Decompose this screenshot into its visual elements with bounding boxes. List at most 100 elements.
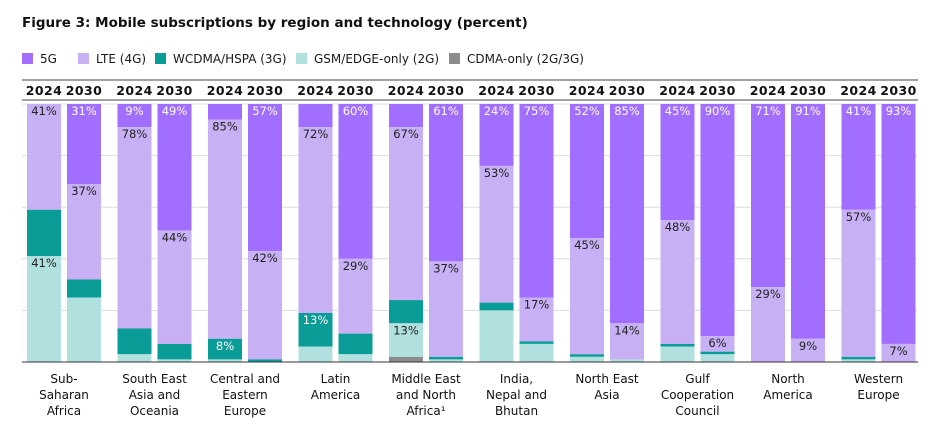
data-label: 49%: [162, 104, 188, 118]
legend-swatch: [449, 53, 460, 64]
bar-segment-gsm-edge-only-2g: [429, 359, 463, 362]
category-label-line: Council: [675, 404, 719, 418]
bar-segment-wcdma-hspa-3g: [117, 328, 152, 355]
bar-sub-saharan-africa-2024: 41% 41%: [27, 104, 61, 362]
bar-segment-lte-4g: [338, 258, 373, 334]
legend-swatch: [296, 53, 307, 64]
year-label-2024: 2024: [569, 83, 605, 98]
data-label: 75%: [524, 104, 550, 118]
year-label-2030: 2030: [156, 83, 192, 98]
bar-segment-lte-4g: [700, 336, 735, 352]
bar-segment-wcdma-hspa-3g: [27, 209, 61, 257]
category-latin-america: 72% 13% 60% 29%: [298, 104, 373, 362]
legend-label: LTE (4G): [96, 52, 146, 66]
bar-segment-lte-4g: [610, 323, 644, 360]
category-label-line: Asia: [594, 388, 619, 402]
category-label-north-east-asia: North East Asia: [575, 372, 639, 402]
category-central-and-eastern-europe: 85% 8% 57% 42%: [208, 104, 282, 362]
legend-label: CDMA-only (2G/3G): [467, 52, 584, 66]
data-label: 67%: [393, 127, 419, 141]
bar-segment-lte-4g: [519, 297, 554, 342]
category-label-line: America: [763, 388, 813, 402]
bar-segment-gsm-edge-only-2g: [479, 310, 514, 362]
bar-segment-5g: [208, 104, 242, 120]
category-label-line: Latin: [321, 372, 351, 386]
chart-bars: 41% 41% 31% 37% 9% 78% 49% 44% 85% 8% 57% 42% 72% 13%…: [27, 104, 916, 362]
bar-segment-5g: [67, 104, 101, 184]
data-label: 7%: [889, 344, 907, 358]
legend-item-gsm-edge-only-2g: GSM/EDGE-only (2G): [296, 52, 439, 66]
legend-swatch: [22, 53, 33, 64]
category-north-east-asia: 52% 45% 85% 14%: [570, 104, 644, 362]
bar-segment-gsm-edge-only-2g: [841, 359, 876, 362]
year-label-2024: 2024: [478, 83, 514, 98]
bar-sub-saharan-africa-2030: 31% 37%: [67, 104, 101, 362]
data-label: 48%: [665, 220, 691, 234]
category-label-line: Oceania: [130, 404, 179, 418]
bar-western-europe-2030: 93% 7%: [881, 104, 916, 362]
data-label: 71%: [755, 104, 781, 118]
x-axis: Sub- Saharan Africa South East Asia and Ocean…: [22, 361, 918, 418]
bar-middle-east-and-north-africa-2030: 61% 37%: [429, 104, 463, 362]
bar-segment-lte-4g: [660, 220, 695, 344]
data-label: 29%: [343, 259, 369, 273]
bar-india-nepal-and-bhutan-2024: 24% 53%: [479, 104, 514, 362]
bar-latin-america-2030: 60% 29%: [338, 104, 373, 362]
bar-segment-lte-4g: [751, 287, 785, 362]
bar-latin-america-2024: 72% 13%: [298, 104, 333, 362]
category-western-europe: 41% 57% 93% 7%: [841, 104, 916, 362]
year-label-2024: 2024: [207, 83, 243, 98]
bar-segment-wcdma-hspa-3g: [248, 359, 282, 362]
category-label-line: Nepal and: [486, 388, 547, 402]
bar-segment-5g: [117, 104, 152, 128]
data-label: 8%: [216, 339, 234, 353]
bar-segment-gsm-edge-only-2g: [700, 354, 735, 362]
bar-segment-gsm-edge-only-2g: [389, 323, 423, 357]
data-label: 6%: [708, 336, 726, 350]
bar-segment-lte-4g: [117, 127, 152, 329]
bar-segment-gsm-edge-only-2g: [570, 356, 604, 362]
bar-segment-wcdma-hspa-3g: [570, 354, 604, 357]
category-label-central-and-eastern-europe: Central and Eastern Europe: [210, 372, 280, 418]
bar-north-east-asia-2030: 85% 14%: [610, 104, 644, 362]
bar-segment-lte-4g: [389, 127, 423, 301]
category-label-line: and North: [396, 388, 456, 402]
bar-segment-wcdma-hspa-3g: [429, 356, 463, 360]
category-label-line: Central and: [210, 372, 280, 386]
data-label: 53%: [484, 166, 510, 180]
bar-segment-5g: [751, 104, 785, 288]
bar-south-east-asia-and-oceania-2030: 49% 44%: [157, 104, 192, 362]
year-label-2030: 2030: [337, 83, 373, 98]
bar-segment-gsm-edge-only-2g: [27, 256, 61, 362]
bar-india-nepal-and-bhutan-2030: 75% 17%: [519, 104, 554, 362]
bar-segment-wcdma-hspa-3g: [479, 302, 514, 311]
bar-segment-5g: [660, 104, 695, 221]
bar-segment-gsm-edge-only-2g: [298, 346, 333, 362]
data-label: 45%: [574, 238, 600, 252]
category-label-line: Europe: [224, 404, 266, 418]
year-label-2024: 2024: [26, 83, 62, 98]
category-south-east-asia-and-oceania: 9% 78% 49% 44%: [117, 104, 192, 362]
bar-segment-lte-4g: [157, 230, 192, 344]
category-label-line: Gulf: [685, 372, 710, 386]
legend-item-wcdma-hspa-3g: WCDMA/HSPA (3G): [155, 52, 287, 66]
legend-item-cdma-only-2g-3g: CDMA-only (2G/3G): [449, 52, 584, 66]
bar-segment-5g: [841, 104, 876, 210]
category-label-line: America: [311, 388, 361, 402]
year-label-2030: 2030: [790, 83, 826, 98]
data-label: 91%: [795, 104, 821, 118]
category-label-line: Saharan: [39, 388, 89, 402]
data-label: 14%: [614, 323, 640, 337]
category-label-line: Africa: [47, 404, 81, 418]
bar-segment-wcdma-hspa-3g: [67, 279, 101, 298]
category-north-america: 71% 29% 91% 9%: [751, 104, 825, 362]
bar-south-east-asia-and-oceania-2024: 9% 78%: [117, 104, 152, 362]
data-label: 13%: [393, 323, 419, 337]
bar-segment-gsm-edge-only-2g: [519, 343, 554, 362]
category-middle-east-and-north-africa: 67% 13% 61% 37%: [389, 104, 463, 362]
bar-segment-5g: [248, 104, 282, 252]
data-label: 9%: [125, 104, 143, 118]
category-label-line: Bhutan: [495, 404, 538, 418]
bar-segment-5g: [157, 104, 192, 231]
